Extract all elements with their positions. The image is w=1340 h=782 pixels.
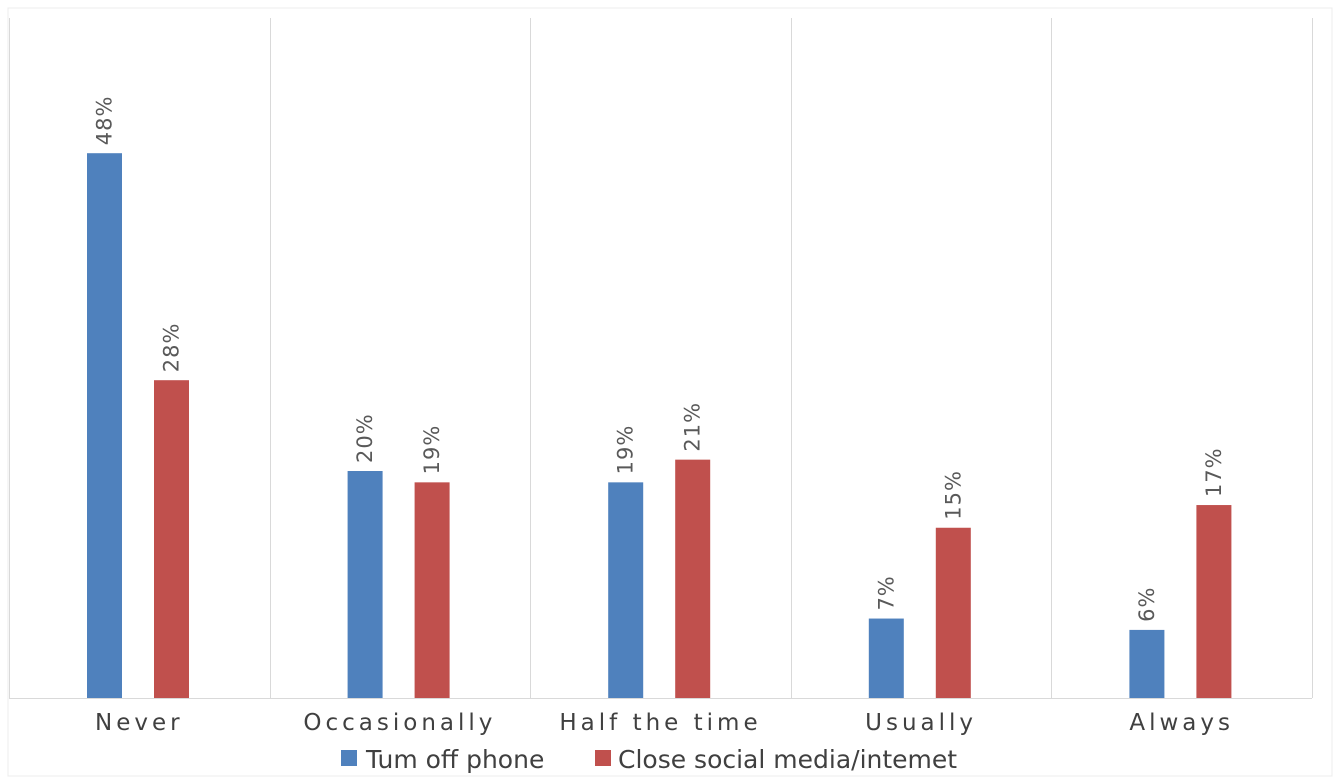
data-labels-layer: 48% 28% 20% 19% 19% 21% 7% 15% 6% 17% [93, 96, 1226, 622]
bars-layer [87, 153, 1232, 698]
legend-swatch-series-2 [595, 750, 611, 766]
bar-occasionally-series-1 [347, 471, 383, 698]
bar-usually-series-2 [935, 527, 971, 698]
data-label-half-the-time-series-1: 19% [614, 425, 638, 475]
data-label-usually-series-2: 15% [941, 470, 965, 520]
bar-occasionally-series-2 [414, 482, 450, 698]
data-label-occasionally-series-1: 20% [353, 413, 377, 463]
legend-swatch-series-1 [341, 750, 357, 766]
data-label-usually-series-1: 7% [874, 575, 898, 610]
bar-never-series-2 [154, 380, 189, 698]
data-label-always-series-1: 6% [1135, 587, 1159, 622]
data-label-never-series-1: 48% [93, 96, 117, 146]
data-label-half-the-time-series-2: 21% [681, 402, 705, 452]
category-label-never: Never [95, 710, 184, 736]
data-label-occasionally-series-2: 19% [420, 425, 444, 475]
bar-half-the-time-series-1 [608, 482, 644, 698]
bar-always-series-1 [1129, 629, 1165, 698]
bar-never-series-1 [87, 153, 122, 698]
bar-half-the-time-series-2 [675, 459, 711, 698]
chart-frame [7, 7, 1333, 777]
category-label-half-the-time: Half the time [559, 710, 761, 736]
data-label-never-series-2: 28% [160, 323, 184, 373]
legend: Tum off phone Close social media/intemet [341, 745, 957, 774]
bar-always-series-2 [1196, 505, 1232, 698]
legend-label-series-1: Tum off phone [365, 745, 544, 774]
legend-label-series-2: Close social media/intemet [618, 745, 957, 774]
category-label-usually: Usually [865, 710, 977, 736]
data-label-always-series-2: 17% [1202, 447, 1226, 497]
grid-layer [9, 18, 1313, 698]
x-axis: Never Occasionally Half the time Usually Alw… [9, 698, 1312, 736]
category-label-always: Always [1129, 710, 1234, 736]
bar-usually-series-1 [868, 618, 904, 698]
category-label-occasionally: Occasionally [303, 710, 496, 736]
